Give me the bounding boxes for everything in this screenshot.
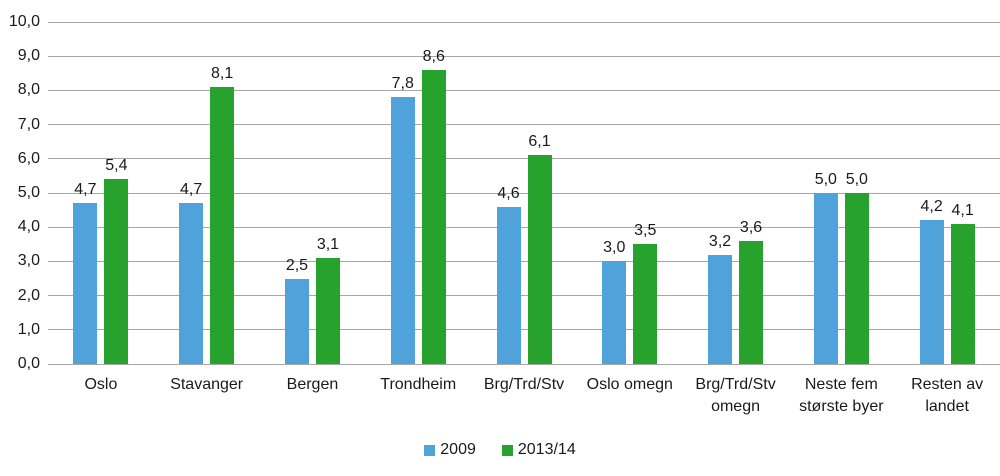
- bar-value-label: 8,6: [422, 47, 445, 65]
- bar-value-label: 7,8: [391, 75, 414, 93]
- gridline: [48, 21, 1000, 23]
- bar-2009-3: [284, 278, 309, 364]
- bar-2009-8: [813, 193, 838, 364]
- x-category-label: Brg/Trd/Stv omegn: [695, 376, 776, 415]
- y-tick-label: 7,0: [17, 115, 40, 133]
- gridline: [48, 226, 1000, 228]
- bar-value-label: 3,0: [603, 239, 626, 257]
- bar-value-label: 3,2: [708, 232, 732, 250]
- bar-2009-2: [179, 203, 204, 364]
- y-tick-label: 10,0: [8, 13, 40, 30]
- legend-item-2013-14: 2013/14: [501, 441, 576, 459]
- bar-value-label: 6,1: [528, 133, 551, 151]
- x-category-label: Resten av landet: [911, 376, 984, 415]
- bar-value-label: 2,5: [285, 256, 309, 274]
- plot-area: 4,7 5,4 4,7 8,1 2,5 3,1 7,8 8,6 4,6 6,1 3,0 3,5 3,2 3…: [48, 21, 1000, 365]
- bar-2013-14-7: [739, 240, 764, 364]
- y-tick-label: 0,0: [17, 355, 40, 372]
- bar-value-label: 3,1: [316, 235, 340, 253]
- bar-value-label: 5,0: [845, 171, 868, 188]
- legend-label-2013-14: 2013/14: [517, 441, 576, 458]
- gridline: [48, 192, 1000, 194]
- legend-swatch-2013-14: [501, 444, 513, 456]
- y-tick-label: 6,0: [17, 149, 40, 167]
- bar-value-label: 4,1: [951, 201, 974, 219]
- bar-value-label: 4,6: [497, 184, 520, 202]
- bar-2013-14-9: [950, 223, 975, 364]
- bar-value-label: 8,1: [211, 64, 234, 82]
- bar-2009-5: [496, 206, 521, 364]
- bar-2009-1: [73, 203, 98, 364]
- bar-value-label: 5,4: [105, 157, 128, 175]
- bar-2009-7: [708, 254, 733, 364]
- x-category-label: Oslo omegn: [586, 376, 673, 393]
- y-tick-label: 8,0: [17, 81, 40, 99]
- x-category-label: Bergen: [286, 376, 339, 393]
- x-category-label: Neste fem største byer: [799, 376, 884, 415]
- bar-2013-14-8: [844, 193, 869, 364]
- gridline: [48, 89, 1000, 91]
- bar-2009-4: [390, 97, 415, 364]
- bar-2009-9: [919, 220, 944, 364]
- bar-value-label: 3,6: [739, 218, 763, 236]
- bar-value-label: 4,2: [920, 198, 943, 216]
- y-tick-label: 9,0: [17, 47, 40, 65]
- gridline: [48, 329, 1000, 331]
- x-category-label: Brg/Trd/Stv: [483, 376, 565, 393]
- legend: 2009 2013/14: [0, 441, 1000, 459]
- bar-value-label: 5,0: [814, 171, 837, 188]
- y-axis: 0,0 1,0 2,0 3,0 4,0 5,0 6,0 7,0 8,0 9,0 10,0: [0, 13, 40, 372]
- y-tick-label: 1,0: [17, 320, 40, 338]
- legend-swatch-2009: [424, 444, 436, 456]
- gridline: [48, 158, 1000, 160]
- bar-2013-14-1: [104, 179, 129, 364]
- bar-2013-14-5: [527, 155, 552, 364]
- bar-2013-14-6: [633, 244, 658, 364]
- bar-2009-6: [602, 261, 627, 364]
- x-category-label: Trondheim: [380, 376, 457, 393]
- legend-item-2009: 2009: [424, 441, 476, 459]
- gridline: [48, 295, 1000, 297]
- y-tick-label: 4,0: [17, 218, 40, 236]
- bar-value-label: 3,5: [634, 222, 657, 240]
- x-category-label: Oslo: [84, 376, 118, 393]
- gridline: [48, 124, 1000, 126]
- bar-value-label: 4,7: [180, 181, 203, 199]
- bar-2013-14-3: [315, 257, 340, 364]
- y-tick-label: 3,0: [17, 252, 40, 270]
- bar-2013-14-2: [210, 86, 235, 364]
- x-axis: Oslo Stavanger Bergen Trondheim Brg/Trd/Stv O…: [48, 374, 1000, 424]
- gridline: [48, 363, 1000, 365]
- y-tick-label: 2,0: [17, 286, 40, 304]
- bar-value-label: 4,7: [74, 181, 97, 199]
- bar-2013-14-4: [421, 69, 446, 364]
- gridline: [48, 55, 1000, 57]
- y-tick-label: 5,0: [17, 184, 40, 201]
- gridline: [48, 260, 1000, 262]
- x-category-label: Stavanger: [170, 376, 244, 393]
- legend-label-2009: 2009: [440, 441, 476, 458]
